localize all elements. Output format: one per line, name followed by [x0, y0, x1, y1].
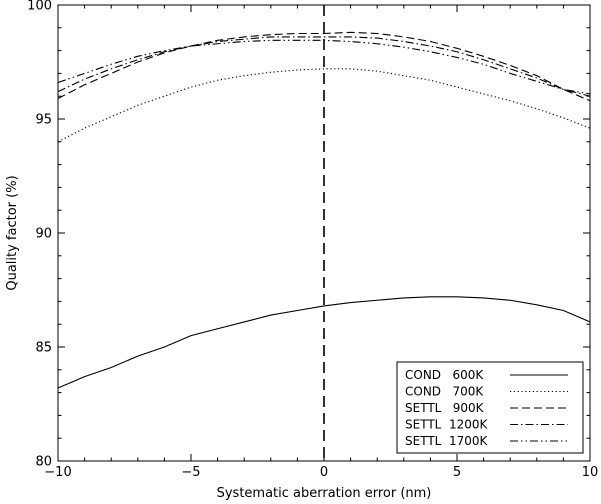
- series-line-5: [57, 39, 591, 95]
- series-line-1: [57, 296, 591, 389]
- y-tick-label: 85: [35, 341, 52, 356]
- legend-label: COND 600K: [405, 368, 484, 382]
- y-tick-label: 80: [35, 455, 52, 470]
- series-line-4: [57, 36, 591, 97]
- legend-label: SETTL 900K: [405, 401, 485, 415]
- x-tick-label: −10: [44, 465, 71, 480]
- x-tick-label: 5: [453, 465, 461, 480]
- x-tick-label: 10: [582, 465, 599, 480]
- x-tick-label: −5: [181, 465, 200, 480]
- series-line-3: [57, 31, 591, 102]
- legend-label: SETTL 1200K: [405, 418, 489, 432]
- legend: COND 600K COND 700K SETTL 900K SETTL 1200K S…: [396, 361, 584, 454]
- y-axis-label: Quality factor (%): [5, 175, 20, 290]
- x-axis-label: Systematic aberration error (nm): [217, 486, 432, 501]
- y-tick-label: 95: [35, 113, 52, 128]
- y-tick-label: 90: [35, 227, 52, 242]
- y-tick-label: 100: [27, 0, 52, 14]
- legend-label: SETTL 1700K: [405, 434, 489, 448]
- legend-label: COND 700K: [405, 385, 484, 399]
- x-tick-label: 0: [320, 465, 328, 480]
